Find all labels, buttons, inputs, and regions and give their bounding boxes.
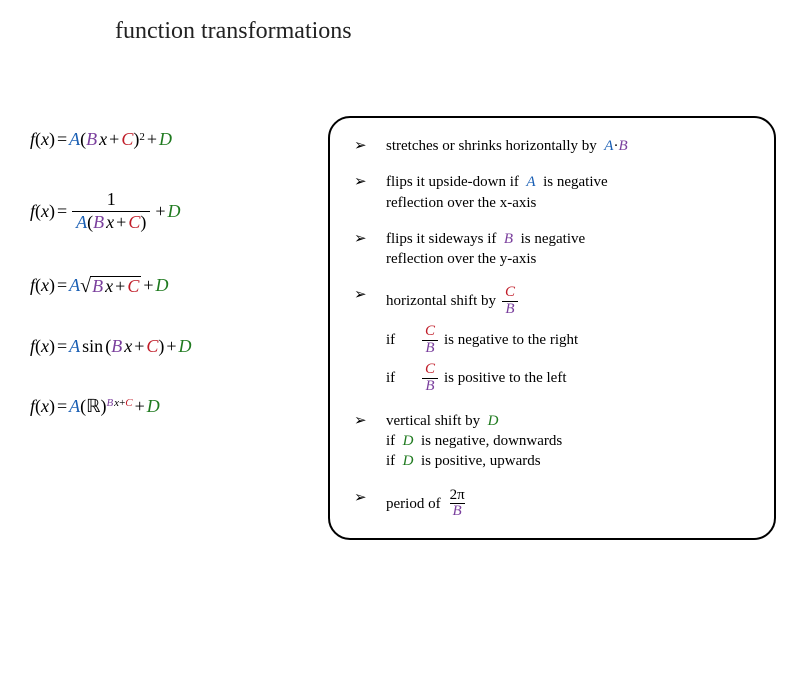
- equation-exponential: f ( x ) = A ( ℝ ) Bx+C + D: [30, 397, 340, 415]
- equation-sin: f ( x ) = A sin ( B x + C ) + D: [30, 337, 340, 355]
- bullet-icon: ➢: [354, 136, 386, 156]
- rule-vertical-shift: ➢ vertical shift by D if D is negative, …: [354, 411, 754, 472]
- bullet-icon: ➢: [354, 411, 386, 472]
- equations-column: f ( x ) = A ( B x + C ) 2 + D f ( x ) = …: [30, 130, 340, 457]
- bullet-icon: ➢: [354, 285, 386, 395]
- rule-flip-horizontal: ➢ flips it sideways if B is negative ref…: [354, 229, 754, 270]
- equation-quadratic: f ( x ) = A ( B x + C ) 2 + D: [30, 130, 340, 148]
- rule-horizontal-shift: ➢ horizontal shift by C B if C B is nega…: [354, 285, 754, 395]
- rule-period: ➢ period of 2π B: [354, 488, 754, 521]
- bullet-icon: ➢: [354, 172, 386, 213]
- page-title: function transformations: [115, 18, 352, 45]
- equation-reciprocal: f ( x ) = 1 A(Bx+C) + D: [30, 190, 340, 233]
- bullet-icon: ➢: [354, 229, 386, 270]
- equation-sqrt: f ( x ) = A √ Bx+C + D: [30, 275, 340, 295]
- bullet-icon: ➢: [354, 488, 386, 521]
- rule-flip-vertical: ➢ flips it upside-down if A is negative …: [354, 172, 754, 213]
- rule-stretch: ➢ stretches or shrinks horizontally by A…: [354, 136, 754, 156]
- rules-box: ➢ stretches or shrinks horizontally by A…: [328, 116, 776, 540]
